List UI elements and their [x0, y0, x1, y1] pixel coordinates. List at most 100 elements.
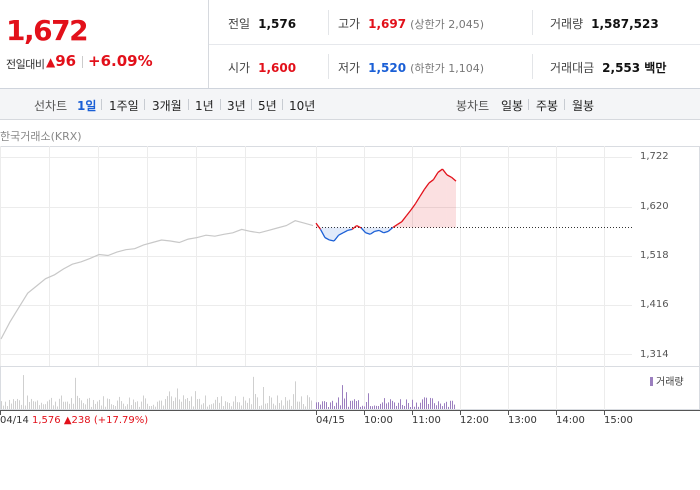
volume-bar [177, 388, 178, 409]
x-tick-label: 13:00 [508, 415, 537, 426]
price-area [437, 169, 443, 228]
up-triangle-icon: ▲ [46, 55, 56, 69]
volume-bar [155, 406, 156, 409]
volume-bar [65, 401, 66, 409]
price-segment [360, 227, 367, 234]
volume-bar [123, 403, 124, 409]
x-tick-label: 11:00 [412, 415, 441, 426]
tab-5year[interactable]: 5년 [258, 99, 277, 113]
price-segment [432, 172, 439, 181]
volume-bar [159, 400, 160, 409]
volume-bar [101, 405, 102, 409]
volume-bar [448, 406, 449, 409]
volume-bar [127, 404, 128, 409]
volume-bar [436, 405, 437, 409]
divider [532, 10, 533, 35]
y-tick-label: 1,314 [640, 349, 669, 360]
volume-bar [3, 405, 4, 409]
volume-bar [388, 402, 389, 409]
volume-bar [410, 406, 411, 409]
volume-bar [424, 397, 425, 409]
price-segment [338, 232, 344, 236]
volume-bar [39, 405, 40, 409]
volume-bar [324, 401, 325, 409]
tab-3year[interactable]: 3년 [227, 99, 246, 113]
price-segment [392, 224, 398, 229]
divider [144, 99, 145, 110]
volume-bar [37, 400, 38, 409]
volume-bar [307, 395, 308, 409]
x-tick-label: 12:00 [460, 415, 489, 426]
volume-bar [83, 403, 84, 409]
volume-bar [257, 397, 258, 409]
price-segment [351, 225, 358, 230]
volume-bar [95, 403, 96, 409]
price-segment [410, 203, 416, 211]
divider [564, 99, 565, 110]
volume-bar [368, 393, 369, 409]
volume-bar [205, 395, 206, 409]
tab-10year[interactable]: 10년 [289, 99, 316, 113]
price-area [334, 227, 339, 242]
volume-bar [283, 405, 284, 409]
divider [328, 54, 329, 79]
volume-bar [199, 398, 200, 409]
tab-daily-candle[interactable]: 일봉 [501, 99, 524, 113]
volume-bar [111, 404, 112, 409]
tab-1day[interactable]: 1일 [77, 99, 97, 113]
volume-bar [287, 400, 288, 409]
volume-bar [225, 401, 226, 409]
price-segment [342, 229, 348, 234]
volume-bar [318, 402, 319, 409]
up-triangle-icon: ▲ [63, 415, 72, 426]
volume-bar [201, 404, 202, 409]
price-segment [324, 237, 330, 241]
volume-bar [311, 400, 312, 409]
tab-1week[interactable]: 1주일 [109, 99, 139, 113]
volume-bar [229, 403, 230, 409]
volume-bar [263, 386, 264, 409]
price-segment [414, 196, 421, 205]
volume-bar [269, 395, 270, 409]
current-price: 1,672 [6, 14, 89, 47]
tab-weekly-candle[interactable]: 주봉 [536, 99, 559, 113]
tab-monthly-candle[interactable]: 월봉 [572, 99, 595, 113]
volume-bar [33, 401, 34, 409]
volume-swatch [650, 377, 653, 386]
volume-bar [334, 406, 335, 409]
volume-bar [151, 406, 152, 409]
y-tick-label: 1,518 [640, 250, 669, 261]
price-segment [441, 168, 448, 176]
volume-bar [328, 406, 329, 409]
volume-bar [231, 406, 232, 409]
price-segment [405, 209, 412, 217]
volume-bar [400, 399, 401, 409]
volume-bar [301, 396, 302, 409]
volume-bar [121, 401, 122, 409]
volume-bar [115, 406, 116, 409]
volume-bar [49, 399, 50, 409]
volume-bar [87, 398, 88, 409]
volume-bar [125, 406, 126, 409]
volume-bar [285, 397, 286, 409]
volume-bar [105, 406, 106, 409]
volume-bar [358, 400, 359, 409]
volume-bar [163, 405, 164, 409]
volume-bar [135, 402, 136, 409]
price-segment [419, 189, 425, 197]
volume-bar [63, 401, 64, 409]
volume-bar [153, 404, 154, 409]
price-segment [365, 232, 371, 235]
tab-1year[interactable]: 1년 [195, 99, 214, 113]
volume-bar [390, 399, 391, 409]
divider [209, 44, 700, 45]
volume-bar [271, 397, 272, 409]
volume-bar [207, 406, 208, 409]
price-area [451, 177, 456, 228]
price-segment [329, 239, 335, 242]
volume-bar [149, 406, 150, 409]
tab-3month[interactable]: 3개월 [152, 99, 182, 113]
volume-bar [187, 397, 188, 409]
volume-bar [442, 406, 443, 409]
volume-bar [281, 400, 282, 409]
